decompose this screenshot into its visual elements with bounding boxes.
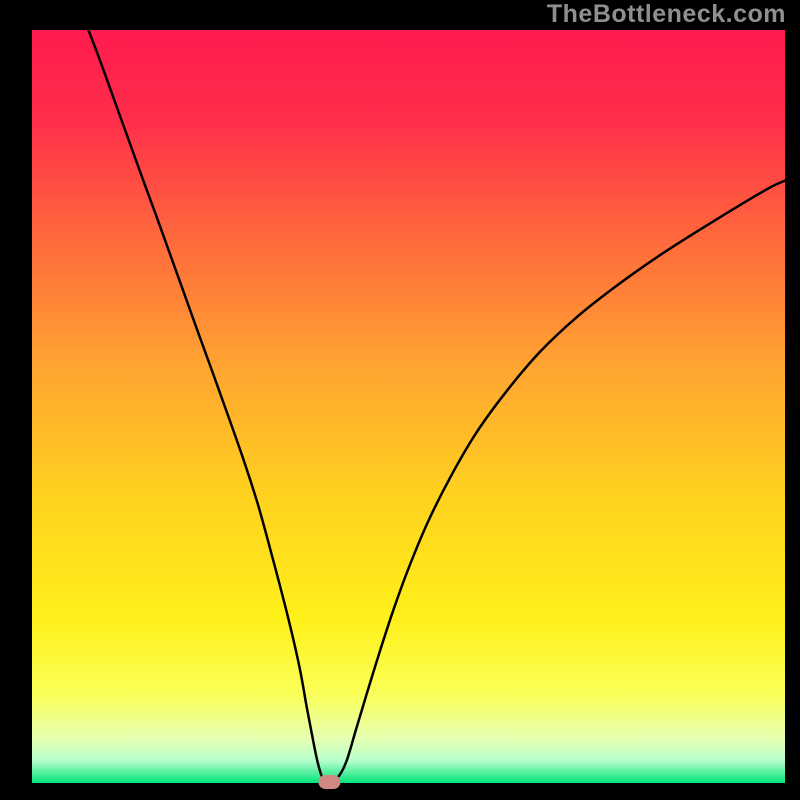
valley-marker: [318, 775, 340, 789]
watermark-text: TheBottleneck.com: [547, 0, 786, 29]
bottleneck-chart: [0, 0, 800, 800]
plot-background: [32, 30, 785, 783]
chart-frame: TheBottleneck.com: [0, 0, 800, 800]
